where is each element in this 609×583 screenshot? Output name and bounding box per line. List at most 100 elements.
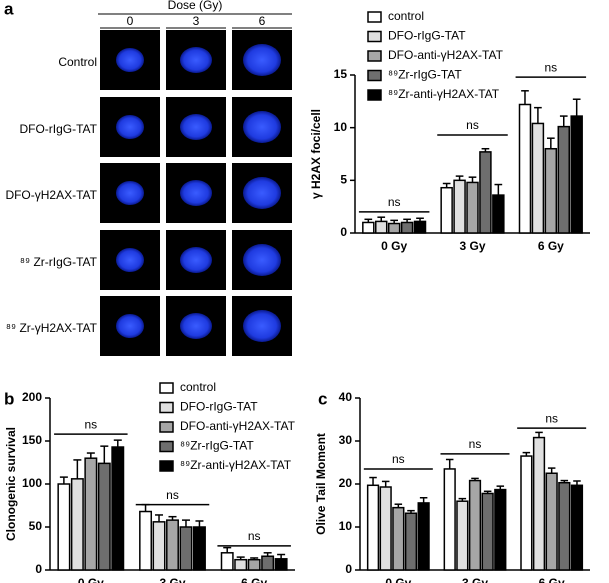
panel-label: b [4, 389, 14, 408]
bar [220, 552, 234, 571]
bar [570, 115, 583, 234]
nucleus [180, 114, 212, 140]
significance-label: ns [544, 60, 557, 74]
legend-label: ⁸⁹Zr-rIgG-TAT [388, 68, 462, 82]
legend-swatch [159, 440, 174, 453]
bar [247, 558, 261, 571]
bar [111, 446, 125, 571]
significance-label: ns [466, 118, 479, 132]
row-label: DFO-γH2AX-TAT [5, 188, 97, 202]
panel-label: a [4, 0, 14, 18]
y-tick-label: 15 [334, 67, 348, 81]
y-tick-label: 200 [22, 390, 42, 404]
legend-label: DFO-anti-γH2AX-TAT [180, 419, 296, 433]
legend-swatch [159, 460, 174, 472]
bar [97, 462, 111, 571]
bar [413, 220, 427, 234]
bar [453, 179, 466, 234]
significance-label: ns [392, 452, 405, 466]
bar [468, 479, 482, 571]
bar [440, 186, 453, 234]
row-label: ⁸⁹ Zr-rIgG-TAT [20, 255, 98, 269]
bar [152, 521, 166, 571]
y-tick-label: 10 [334, 120, 348, 134]
bar [392, 506, 405, 571]
bar [84, 457, 98, 571]
bar [166, 519, 179, 571]
nucleus [116, 248, 144, 272]
bar [518, 103, 532, 234]
column-label: 0 [127, 14, 134, 28]
x-tick-label: 3 Gy [462, 576, 488, 583]
nucleus [116, 115, 144, 139]
significance-label: ns [545, 411, 558, 425]
bar [417, 502, 430, 571]
y-tick-label: 0 [340, 225, 347, 239]
nucleus [180, 313, 212, 339]
bar [362, 221, 375, 234]
nucleus [243, 310, 281, 342]
bar [481, 492, 494, 571]
x-tick-label: 6 Gy [539, 576, 565, 583]
bar [558, 481, 571, 571]
legend-swatch [159, 401, 174, 414]
legend-swatch [367, 30, 382, 43]
x-tick-label: 6 Gy [241, 576, 267, 583]
x-tick-label: 6 Gy [538, 239, 564, 253]
legend-label: ⁸⁹Zr-anti-γH2AX-TAT [388, 87, 500, 101]
legend-swatch [367, 89, 382, 101]
significance-label: ns [166, 488, 179, 502]
y-axis-label: Olive Tail Moment [314, 433, 328, 535]
x-tick-label: 3 Gy [459, 239, 485, 253]
bar [179, 526, 193, 571]
nucleus [180, 180, 212, 206]
bar [234, 558, 248, 571]
x-tick-label: 3 Gy [159, 576, 185, 583]
y-tick-label: 10 [339, 519, 353, 533]
legend-label: DFO-anti-γH2AX-TAT [388, 48, 504, 62]
bar [274, 558, 288, 571]
y-axis-label: γ H2AX foci/cell [309, 109, 323, 199]
micrograph-header: Dose (Gy) [168, 0, 223, 12]
significance-label: ns [469, 437, 482, 451]
legend-label: control [180, 380, 216, 394]
x-tick-label: 0 Gy [78, 576, 104, 583]
y-tick-label: 5 [340, 173, 347, 187]
y-tick-label: 50 [29, 519, 43, 533]
bar [443, 468, 456, 571]
legend-label: control [388, 9, 424, 23]
nucleus [116, 314, 144, 338]
significance-label: ns [248, 529, 261, 543]
y-tick-label: 20 [339, 476, 353, 490]
bar [456, 500, 469, 571]
bar [545, 472, 558, 571]
bar [192, 526, 206, 571]
bar [379, 486, 392, 571]
y-tick-label: 40 [339, 390, 353, 404]
bar [466, 181, 479, 234]
row-label: Control [58, 55, 97, 69]
bar [387, 222, 401, 234]
y-tick-label: 150 [22, 433, 42, 447]
row-label: ⁸⁹ Zr-γH2AX-TAT [6, 321, 98, 335]
bar [494, 488, 507, 571]
nucleus [180, 47, 212, 73]
nucleus [116, 48, 144, 72]
bar [366, 484, 380, 571]
nucleus [116, 181, 144, 205]
row-label: DFO-rIgG-TAT [19, 122, 97, 136]
legend-swatch [367, 69, 382, 82]
column-label: 3 [193, 14, 200, 28]
significance-label: ns [388, 195, 401, 209]
y-tick-label: 0 [35, 562, 42, 576]
bar [570, 484, 584, 571]
y-tick-label: 100 [22, 476, 42, 490]
x-tick-label: 0 Gy [381, 239, 407, 253]
bar [479, 151, 492, 234]
bar [261, 555, 275, 571]
legend-swatch [159, 421, 174, 433]
significance-label: ns [84, 417, 97, 431]
bar [57, 483, 71, 571]
bar [544, 147, 558, 234]
